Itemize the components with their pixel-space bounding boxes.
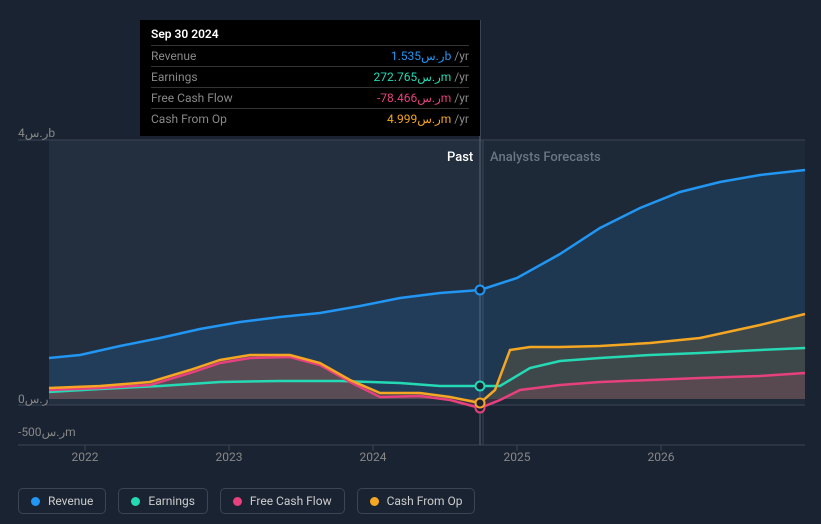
- tooltip-row-value: 4.999ر.سm /yr: [387, 112, 469, 126]
- tooltip-row-label: Revenue: [151, 49, 196, 63]
- x-tick-label: 2026: [648, 450, 675, 464]
- tooltip-row: Free Cash Flow -78.466ر.سm /yr: [151, 87, 469, 108]
- tooltip-row-value: -78.466ر.سm /yr: [377, 91, 469, 105]
- tooltip-date: Sep 30 2024: [151, 27, 469, 45]
- legend-dot: [233, 497, 242, 506]
- past-label: Past: [447, 150, 473, 165]
- legend-dot: [131, 497, 140, 506]
- tooltip-row: Cash From Op 4.999ر.سm /yr: [151, 108, 469, 129]
- legend-label: Free Cash Flow: [250, 494, 332, 508]
- tooltip-row: Earnings 272.765ر.سm /yr: [151, 66, 469, 87]
- legend-item-revenue[interactable]: Revenue: [18, 488, 106, 514]
- x-tick-label: 2024: [360, 450, 387, 464]
- chart-tooltip: Sep 30 2024 Revenue 1.535ر.سb /yr Earnings…: [140, 20, 480, 136]
- legend-item-free-cash-flow[interactable]: Free Cash Flow: [220, 488, 345, 514]
- tooltip-row-value: 272.765ر.سm /yr: [374, 70, 469, 84]
- x-tick-label: 2023: [216, 450, 243, 464]
- y-tick-label: 0ر.س: [18, 392, 48, 406]
- forecast-label: Analysts Forecasts: [490, 150, 601, 165]
- y-tick-label: 4ر.سb: [18, 126, 55, 140]
- x-tick-label: 2025: [504, 450, 531, 464]
- y-tick-label: -500ر.سm: [18, 425, 76, 439]
- legend-item-cash-from-op[interactable]: Cash From Op: [357, 488, 476, 514]
- tooltip-row: Revenue 1.535ر.سb /yr: [151, 45, 469, 66]
- legend-dot: [370, 497, 379, 506]
- tooltip-row-value: 1.535ر.سb /yr: [391, 49, 469, 63]
- financial-chart: 4ر.سb 0ر.س -500ر.سm 2022 2023 2024 2025 2026 P…: [0, 0, 821, 524]
- chart-legend: Revenue Earnings Free Cash Flow Cash From O…: [18, 488, 475, 514]
- tooltip-row-label: Cash From Op: [151, 112, 227, 126]
- legend-label: Cash From Op: [387, 494, 463, 508]
- legend-label: Earnings: [148, 494, 195, 508]
- legend-dot: [31, 497, 40, 506]
- legend-item-earnings[interactable]: Earnings: [118, 488, 208, 514]
- tooltip-row-label: Earnings: [151, 70, 198, 84]
- x-tick-label: 2022: [72, 450, 99, 464]
- legend-label: Revenue: [48, 494, 93, 508]
- tooltip-row-label: Free Cash Flow: [151, 91, 233, 105]
